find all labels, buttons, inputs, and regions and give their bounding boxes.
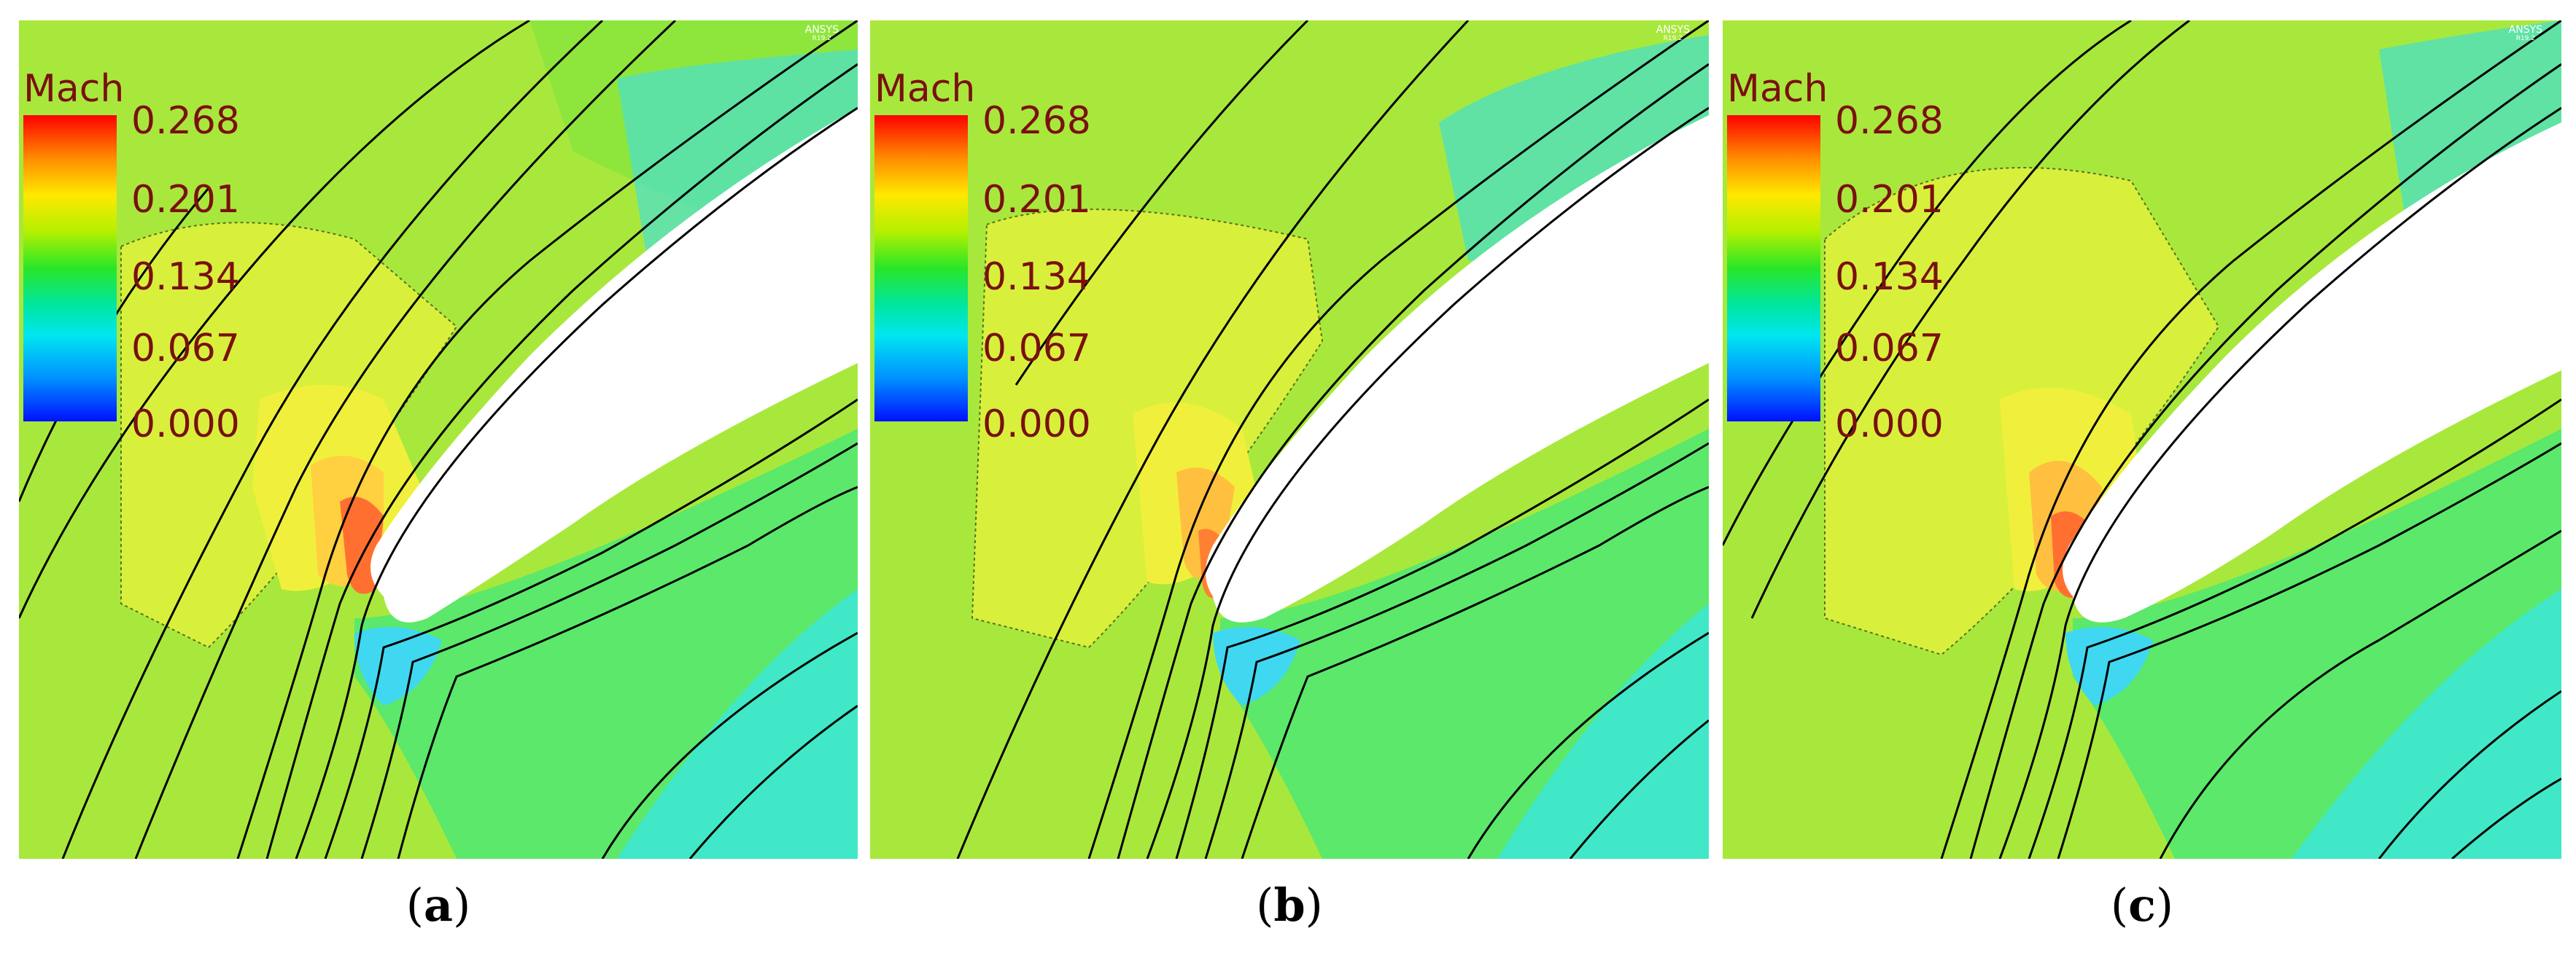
streamlines [956,20,1709,859]
legend-tick-max: 0.268 [131,99,240,143]
legend-title: Mach [1727,67,1828,111]
legend-tick-4: 0.067 [131,327,240,370]
mach-legend: Mach 0.268 0.201 0.134 0.067 0.000 [22,50,241,443]
legend-tick-2: 0.201 [982,178,1091,222]
legend-color-bar [23,115,117,421]
ansys-logo: ANSYS R19.2 [804,24,839,43]
legend-color-bar [874,115,968,421]
legend-title: Mach [874,67,976,111]
legend-tick-2: 0.201 [1835,178,1944,222]
legend-color-bar [1727,115,1820,421]
mach-contour-field [1723,20,2561,859]
legend-tick-4: 0.067 [982,327,1091,370]
legend-tick-2: 0.201 [131,178,240,222]
legend-tick-min: 0.000 [1835,402,1944,446]
mach-legend: Mach 0.268 0.201 0.134 0.067 0.000 [1726,50,1944,443]
caption-c: (c) [2110,879,2174,932]
streamlines [1723,20,2561,859]
ansys-logo: ANSYS R19.2 [2508,24,2542,43]
legend-title: Mach [23,67,125,111]
ansys-logo: ANSYS R19.2 [1656,24,1690,43]
mach-legend: Mach 0.268 0.201 0.134 0.067 0.000 [873,50,1092,443]
caption-a: (a) [406,879,471,932]
legend-tick-max: 0.268 [982,99,1091,143]
legend-tick-3: 0.134 [131,255,240,299]
mach-contour-field [870,20,1709,859]
legend-tick-min: 0.000 [131,402,240,446]
legend-tick-3: 0.134 [982,255,1091,299]
legend-tick-max: 0.268 [1835,99,1944,143]
streamlines [19,20,858,859]
contour-panel-a: Mach 0.268 0.201 0.134 0.067 0.000 ANSYS… [19,20,858,859]
legend-tick-3: 0.134 [1835,255,1944,299]
legend-tick-4: 0.067 [1835,327,1944,370]
caption-b: (b) [1256,879,1323,932]
contour-panel-c: Mach 0.268 0.201 0.134 0.067 0.000 ANSYS… [1723,20,2561,859]
contour-panel-b: Mach 0.268 0.201 0.134 0.067 0.000 ANSYS… [870,20,1709,859]
mach-contour-field [19,20,858,859]
legend-tick-min: 0.000 [982,402,1091,446]
